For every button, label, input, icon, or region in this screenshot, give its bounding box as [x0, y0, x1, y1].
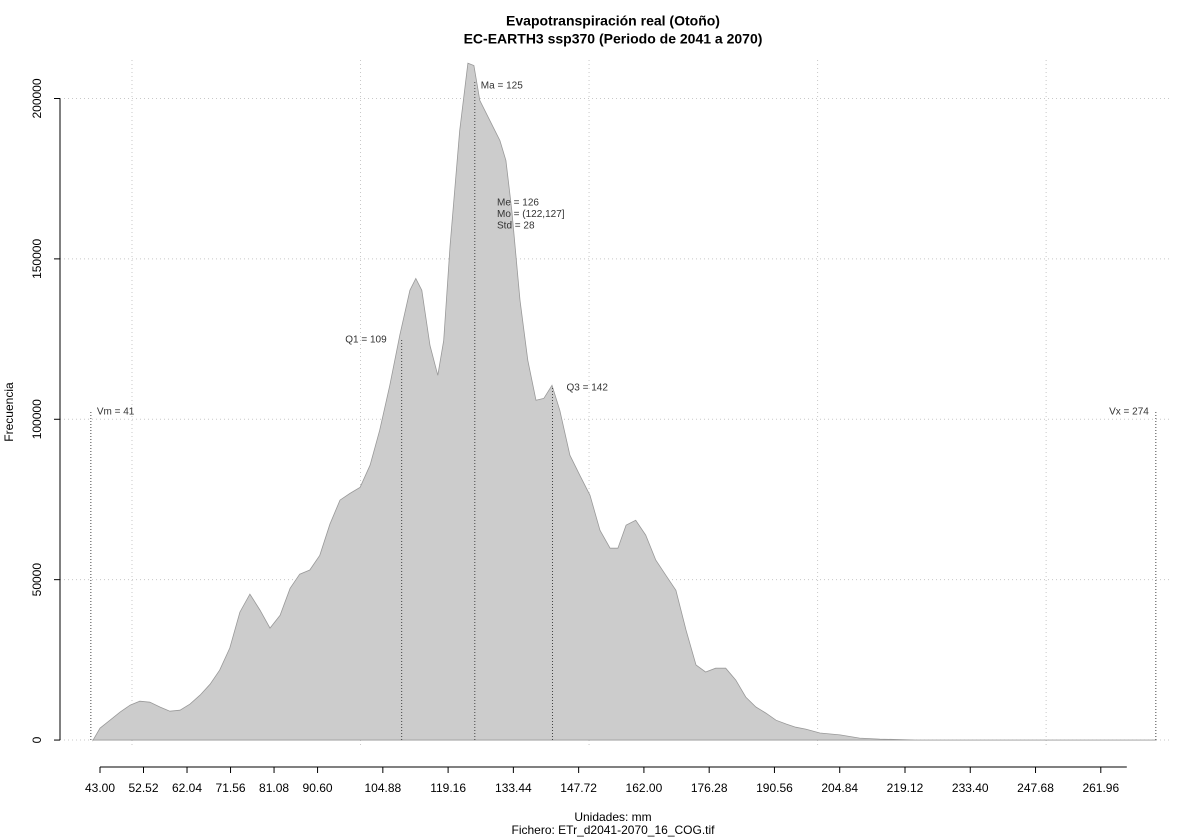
y-axis-label: Frecuencia	[2, 382, 16, 442]
x-tick-label: 133.44	[495, 781, 532, 795]
x-tick-label: 90.60	[303, 781, 333, 795]
x-tick-label: 204.84	[821, 781, 858, 795]
chart-title: Evapotranspiración real (Otoño)	[506, 13, 720, 29]
marker-label: Vm = 41	[97, 407, 135, 418]
x-tick-label: 62.04	[172, 781, 202, 795]
y-tick-label: 150000	[30, 239, 44, 279]
x-tick-label: 104.88	[364, 781, 401, 795]
chart-subtitle: EC-EARTH3 ssp370 (Periodo de 2041 a 2070…	[464, 31, 763, 47]
x-tick-label: 219.12	[887, 781, 924, 795]
x-tick-label: 233.40	[952, 781, 989, 795]
stat-label: Mo = (122,127]	[497, 209, 565, 220]
x-tick-label: 81.08	[259, 781, 289, 795]
x-tick-label: 190.56	[756, 781, 793, 795]
marker-label: Q3 = 142	[566, 383, 608, 394]
x-tick-label: 261.96	[1082, 781, 1119, 795]
marker-label: Vx = 274	[1109, 407, 1149, 418]
marker-label: Q1 = 109	[345, 335, 387, 346]
x-tick-label: 162.00	[626, 781, 663, 795]
x-tick-label: 71.56	[216, 781, 246, 795]
x-tick-label: 52.52	[128, 781, 158, 795]
x-tick-label: 147.72	[560, 781, 597, 795]
y-tick-label: 0	[30, 736, 44, 743]
y-tick-label: 200000	[30, 78, 44, 118]
density-area	[92, 62, 1157, 742]
x-tick-label: 176.28	[691, 781, 728, 795]
x-axis-label: Unidades: mm	[574, 810, 651, 824]
caption: Fichero: ETr_d2041-2070_16_COG.tif	[512, 823, 716, 837]
x-tick-label: 119.16	[430, 781, 466, 795]
x-tick-label: 247.68	[1017, 781, 1054, 795]
y-tick-label: 50000	[30, 563, 44, 597]
x-tick-label: 43.00	[85, 781, 115, 795]
marker-label: Ma = 125	[481, 81, 523, 92]
stat-label: Me = 126	[497, 198, 539, 209]
stat-label: Std = 28	[497, 221, 535, 232]
y-tick-label: 100000	[30, 399, 44, 439]
